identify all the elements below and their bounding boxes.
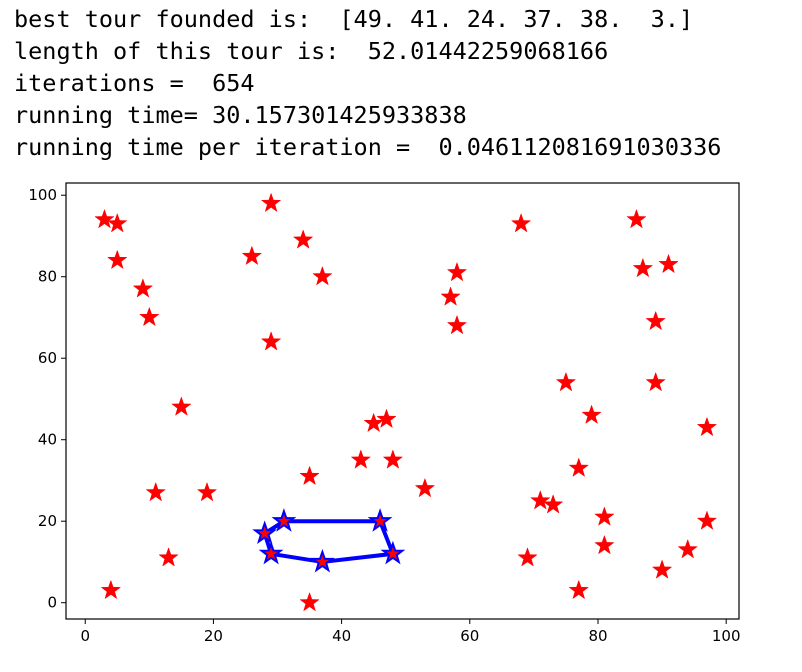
data-point-star [568,457,589,477]
data-point-star [517,547,538,567]
data-point-star [696,416,718,437]
data-point-star [440,286,461,306]
scatter-plot: 0 20 40 60 80 100 0 20 40 60 80 100 [28,182,741,645]
tour-vertex-layer [252,508,406,573]
data-point-star [651,559,673,579]
data-point-star [139,306,160,327]
x-tick-label: 80 [588,627,607,645]
data-point-star [100,579,122,600]
data-point-star [446,314,468,335]
data-point-star [196,481,218,502]
y-tick-label: 100 [28,186,57,204]
data-point-star [145,481,166,502]
data-point-star [299,465,320,486]
tour-vertex-star [258,540,284,565]
data-point-star [260,331,282,351]
data-point-star [260,192,282,213]
data-point-star [107,249,128,270]
points-layer [94,192,718,612]
tour-layer [262,519,395,564]
y-tick-label: 0 [47,594,57,612]
console-output: best tour founded is: [49. 41. 24. 37. 3… [14,3,721,163]
data-point-star [594,506,615,526]
data-point-star [555,371,577,392]
data-point-star [510,212,532,233]
plot-frame [65,182,740,620]
data-point-star [94,208,115,229]
data-point-star [132,278,154,298]
output-line-time-per-iteration: running time per iteration = 0.046112081… [14,133,722,161]
data-point-star [626,208,647,229]
data-point-star [363,412,384,433]
data-point-star [542,494,564,514]
x-tick-label: 100 [712,627,741,645]
data-point-star [581,404,602,424]
data-point-star [658,253,679,274]
tour-vertex-star [309,548,335,573]
data-point-star [350,449,372,469]
data-point-star [312,265,333,286]
data-point-star [299,591,320,612]
data-point-star [171,396,192,416]
output-line-best-tour: best tour founded is: [49. 41. 24. 37. 3… [14,5,694,33]
data-point-star [414,477,436,498]
data-point-star [594,534,615,555]
output-line-iterations: iterations = 654 [14,69,255,97]
y-tick-label: 80 [38,268,57,286]
data-point-star [645,371,666,392]
data-point-star [292,229,314,249]
output-line-tour-length: length of this tour is: 52.0144225906816… [14,37,609,65]
tour-vertex-star [380,540,406,565]
data-point-star [158,547,179,567]
x-tick-label: 0 [80,627,90,645]
output-line-running-time: running time= 30.157301425933838 [14,101,467,129]
data-point-star [446,261,468,282]
y-tick-label: 60 [38,349,57,367]
data-point-star [382,449,404,469]
data-point-star [632,257,654,278]
data-point-star [376,408,397,429]
tour-vertex-star [271,508,297,532]
axis-ticks: 0 20 40 60 80 100 0 20 40 60 80 100 [28,186,740,645]
tour-vertex-star [252,520,278,544]
x-tick-label: 60 [460,627,479,645]
data-point-star [645,310,666,331]
y-tick-label: 20 [38,512,57,530]
tour-path [262,519,395,564]
data-point-star [241,245,263,266]
x-tick-label: 20 [204,627,223,645]
data-point-star [568,579,589,600]
data-point-star [107,212,128,233]
tour-vertex-star [367,508,393,532]
data-point-star [677,538,698,559]
y-tick-label: 40 [38,431,57,449]
data-point-star [530,490,551,510]
data-point-star [696,510,718,530]
x-tick-label: 40 [332,627,351,645]
